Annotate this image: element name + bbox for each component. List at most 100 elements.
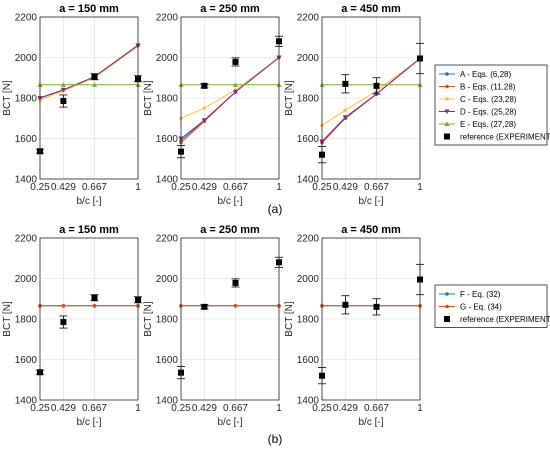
y-tick-label: 2000 bbox=[15, 53, 38, 64]
legend-marker-reference bbox=[444, 316, 450, 322]
y-tick-label: 2200 bbox=[297, 234, 320, 245]
x-tick-label: 0.25 bbox=[30, 403, 50, 414]
legend-entry-label: G - Eq. (34) bbox=[460, 303, 502, 312]
x-tick-label: 0.667 bbox=[82, 403, 107, 414]
x-tick-label: 1 bbox=[276, 403, 282, 414]
y-tick-label: 2200 bbox=[15, 234, 38, 245]
series-line-C bbox=[180, 57, 280, 119]
reference-point bbox=[60, 319, 67, 326]
y-tick-label: 1600 bbox=[297, 355, 320, 366]
series-point-G bbox=[61, 304, 66, 308]
reference-point bbox=[232, 58, 239, 65]
legend-marker-E bbox=[444, 121, 450, 126]
y-tick-label: 1600 bbox=[156, 134, 179, 145]
x-tick-label: 0.25 bbox=[30, 182, 50, 193]
y-tick-label: 1400 bbox=[297, 175, 320, 186]
x-tick-label: 0.667 bbox=[223, 403, 248, 414]
x-tick-label: 1 bbox=[135, 182, 141, 193]
x-tick-label: 0.429 bbox=[51, 403, 76, 414]
plot-frame bbox=[180, 16, 280, 180]
legend-marker-C bbox=[445, 97, 449, 101]
legend-marker-D bbox=[444, 109, 450, 115]
y-tick-label: 1600 bbox=[15, 355, 38, 366]
x-tick-label: 0.667 bbox=[82, 182, 107, 193]
series-line-C bbox=[321, 58, 421, 126]
legend-entry-label: A - Eqs. (6,28) bbox=[460, 70, 511, 79]
legends-layer: A - Eqs. (6,28) B - Eqs. (11,28) C - Eqs. … bbox=[434, 64, 550, 328]
y-tick-label: 2000 bbox=[297, 53, 320, 64]
y-tick-label: 2000 bbox=[156, 274, 179, 285]
series-point-D bbox=[232, 89, 239, 95]
series-point-E bbox=[60, 82, 66, 87]
chart-title: a = 250 mm bbox=[200, 224, 260, 236]
x-axis-label: b/c [-] bbox=[358, 196, 383, 207]
chart-b-1: 1400 1600 1800 2000 2200 0.25 0.429 0.667 1 a = 1… bbox=[2, 224, 142, 428]
x-tick-label: 0.429 bbox=[51, 182, 76, 193]
plot-frame bbox=[39, 16, 139, 180]
x-tick-label: 0.25 bbox=[171, 403, 191, 414]
chart-a-2: 1400 1600 1800 2000 2200 0.25 0.429 0.667 1 a = 2… bbox=[143, 3, 283, 207]
part-label-b: (b) bbox=[268, 432, 283, 446]
reference-point bbox=[373, 303, 380, 310]
x-tick-label: 0.667 bbox=[364, 403, 389, 414]
y-axis-label: BCT [N] bbox=[143, 301, 154, 337]
x-tick-label: 1 bbox=[135, 403, 141, 414]
series-line-D bbox=[39, 44, 139, 99]
chart-b-2: 1400 1600 1800 2000 2200 0.25 0.429 0.667 1 a = 2… bbox=[143, 224, 283, 428]
y-tick-label: 1400 bbox=[156, 396, 179, 407]
series-point-C bbox=[202, 106, 207, 110]
y-tick-label: 2200 bbox=[297, 13, 320, 24]
reference-point bbox=[342, 80, 349, 87]
y-tick-label: 2000 bbox=[297, 274, 320, 285]
y-tick-label: 2200 bbox=[156, 234, 179, 245]
chart-a-3: 1400 1600 1800 2000 2200 0.25 0.429 0.667 1 a = 4… bbox=[284, 3, 424, 207]
chart-title: a = 450 mm bbox=[341, 3, 401, 15]
y-axis-label: BCT [N] bbox=[284, 301, 295, 337]
y-axis-label: BCT [N] bbox=[2, 80, 13, 116]
reference-point bbox=[342, 301, 349, 308]
y-tick-label: 1400 bbox=[15, 396, 38, 407]
y-axis-label: BCT [N] bbox=[143, 80, 154, 116]
reference-point bbox=[60, 98, 67, 105]
x-tick-label: 0.429 bbox=[333, 182, 358, 193]
series-point-G bbox=[92, 304, 97, 308]
x-tick-label: 0.25 bbox=[171, 182, 191, 193]
legend-entry-label: reference (EXPERIMENT) bbox=[460, 133, 550, 142]
plot-frame bbox=[321, 237, 421, 401]
reference-point bbox=[91, 294, 98, 301]
legend-marker-F bbox=[445, 292, 449, 296]
x-tick-label: 0.429 bbox=[192, 182, 217, 193]
reference-point bbox=[201, 82, 208, 89]
series-point-E bbox=[232, 82, 239, 87]
plot-frame bbox=[321, 16, 421, 180]
x-tick-label: 0.429 bbox=[333, 403, 358, 414]
chart-title: a = 250 mm bbox=[200, 3, 260, 15]
chart-b-3: 1400 1600 1800 2000 2200 0.25 0.429 0.667 1 a = 4… bbox=[284, 224, 424, 428]
plot-frame bbox=[39, 237, 139, 401]
reference-point bbox=[91, 73, 98, 80]
x-tick-label: 0.25 bbox=[312, 403, 332, 414]
legend-entry-label: reference (EXPERIMENT) bbox=[460, 315, 550, 324]
legend-a: A - Eqs. (6,28) B - Eqs. (11,28) C - Eqs. … bbox=[434, 64, 550, 146]
x-tick-label: 0.667 bbox=[223, 182, 248, 193]
x-tick-label: 0.667 bbox=[364, 182, 389, 193]
y-tick-label: 2200 bbox=[15, 13, 38, 24]
x-tick-label: 1 bbox=[417, 182, 423, 193]
reference-point bbox=[373, 82, 380, 89]
legend-entry-label: D - Eqs. (25,28) bbox=[460, 108, 517, 117]
series-point-E bbox=[91, 82, 98, 87]
chart-title: a = 150 mm bbox=[59, 224, 119, 236]
y-tick-label: 1600 bbox=[15, 134, 38, 145]
y-tick-label: 2000 bbox=[15, 274, 38, 285]
y-axis-label: BCT [N] bbox=[2, 301, 13, 337]
legend-marker-reference bbox=[444, 133, 450, 140]
x-tick-label: 1 bbox=[276, 182, 282, 193]
reference-point bbox=[232, 279, 239, 286]
legend-box bbox=[434, 64, 548, 146]
series-line-D bbox=[321, 58, 421, 142]
series-point-D bbox=[60, 87, 66, 93]
legend-marker-A bbox=[445, 72, 449, 76]
x-axis-label: b/c [-] bbox=[217, 417, 242, 428]
legend-entry-label: B - Eqs. (11,28) bbox=[460, 83, 516, 92]
